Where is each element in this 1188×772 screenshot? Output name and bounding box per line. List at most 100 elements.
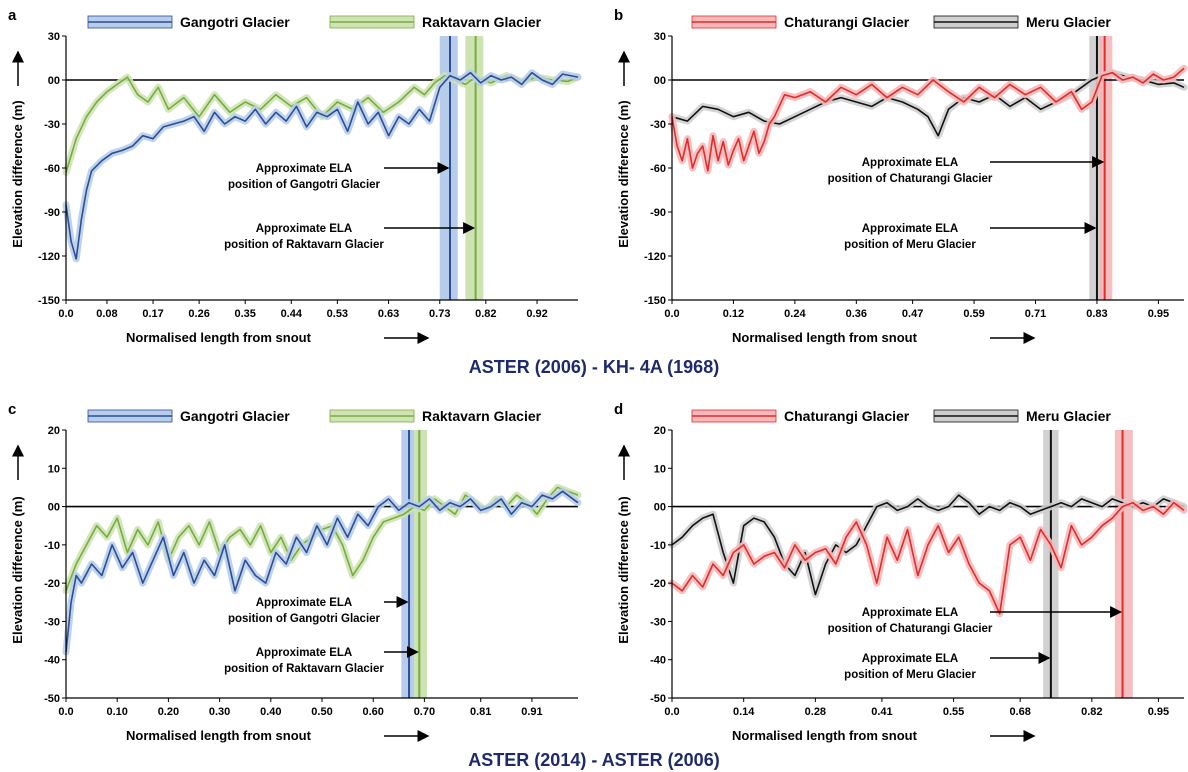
- x-tick-label: 0.73: [429, 308, 450, 320]
- x-tick-label: 0.53: [327, 308, 348, 320]
- y-tick-label: 30: [48, 31, 60, 43]
- legend-label: Gangotri Glacier: [180, 14, 290, 30]
- y-tick-label: -60: [650, 163, 666, 175]
- ela-band: [1099, 36, 1113, 300]
- annotation-line: position of Raktavarn Glacier: [224, 239, 384, 251]
- x-tick-label: 0.12: [723, 308, 744, 320]
- x-tick-label: 0.60: [362, 706, 383, 718]
- x-tick-label: 0.55: [943, 706, 964, 718]
- annotation-line: Approximate ELA: [256, 223, 353, 235]
- x-tick-label: 0.91: [521, 706, 542, 718]
- x-tick-label: 0.10: [106, 706, 127, 718]
- series-line: [65, 490, 579, 653]
- y-axis-label: Elevation difference (m): [10, 496, 25, 643]
- y-tick-label: 00: [654, 75, 666, 87]
- y-tick-label: -50: [44, 693, 60, 705]
- x-tick-label: 0.40: [260, 706, 281, 718]
- x-tick-label: 0.0: [58, 706, 73, 718]
- y-tick-label: -90: [650, 207, 666, 219]
- ela-band: [414, 430, 427, 698]
- y-tick-label: -50: [650, 693, 666, 705]
- x-tick-label: 0.95: [1148, 706, 1169, 718]
- x-tick-label: 0.59: [963, 308, 984, 320]
- x-axis-label: Normalised length from snout: [732, 728, 918, 743]
- caption-bottom: ASTER (2014) - ASTER (2006): [468, 750, 719, 770]
- x-tick-label: 0.50: [311, 706, 332, 718]
- legend-label: Chaturangi Glacier: [784, 14, 910, 30]
- annotation-line: position of Chaturangi Glacier: [828, 173, 993, 185]
- x-tick-label: 0.17: [142, 308, 163, 320]
- annotation-line: Approximate ELA: [256, 597, 353, 609]
- x-tick-label: 0.28: [805, 706, 826, 718]
- y-tick-label: -150: [38, 295, 60, 307]
- x-tick-label: 0.30: [209, 706, 230, 718]
- y-tick-label: -10: [44, 540, 60, 552]
- x-tick-label: 0.47: [902, 308, 923, 320]
- series-uncertainty-band: [62, 487, 582, 656]
- y-tick-label: -20: [44, 578, 60, 590]
- annotation-line: Approximate ELA: [862, 653, 959, 665]
- x-tick-label: 0.71: [1025, 308, 1046, 320]
- x-axis-label: Normalised length from snout: [126, 728, 312, 743]
- legend-label: Chaturangi Glacier: [784, 408, 910, 424]
- y-tick-label: 00: [48, 502, 60, 514]
- y-tick-label: -30: [44, 119, 60, 131]
- x-tick-label: 0.0: [58, 308, 73, 320]
- legend-label: Meru Glacier: [1026, 14, 1111, 30]
- annotation-line: Approximate ELA: [862, 157, 959, 169]
- x-tick-label: 0.68: [1009, 706, 1030, 718]
- x-tick-label: 0.95: [1148, 308, 1169, 320]
- x-tick-label: 0.14: [733, 706, 755, 718]
- x-tick-label: 0.0: [664, 308, 679, 320]
- x-tick-label: 0.24: [784, 308, 806, 320]
- y-tick-label: 10: [654, 463, 666, 475]
- x-tick-label: 0.83: [1086, 308, 1107, 320]
- y-tick-label: 10: [48, 463, 60, 475]
- annotation-line: Approximate ELA: [256, 647, 353, 659]
- y-tick-label: 00: [654, 502, 666, 514]
- y-tick-label: 30: [654, 31, 666, 43]
- panel-d: d 20 10 00 -10 -20 -30 -40 -500.0 0.14 0.28 0.41 0.5…: [614, 401, 1188, 743]
- caption-top: ASTER (2006) - KH- 4A (1968): [469, 357, 719, 377]
- y-tick-label: -150: [644, 295, 666, 307]
- y-tick-label: -30: [44, 616, 60, 628]
- x-tick-label: 0.35: [234, 308, 255, 320]
- x-tick-label: 0.0: [664, 706, 679, 718]
- annotation-line: position of Raktavarn Glacier: [224, 663, 384, 675]
- x-tick-label: 0.41: [871, 706, 892, 718]
- x-tick-label: 0.92: [526, 308, 547, 320]
- y-axis-label: Elevation difference (m): [616, 496, 631, 643]
- x-tick-label: 0.81: [470, 706, 491, 718]
- annotation-line: Approximate ELA: [862, 607, 959, 619]
- series-line: [65, 71, 579, 260]
- y-tick-label: 20: [48, 425, 60, 437]
- panel-letter: d: [614, 401, 623, 418]
- y-tick-label: -20: [650, 578, 666, 590]
- legend-label: Raktavarn Glacier: [422, 14, 542, 30]
- ela-band: [401, 430, 415, 698]
- x-axis-label: Normalised length from snout: [732, 330, 918, 345]
- annotation-line: position of Chaturangi Glacier: [828, 623, 993, 635]
- series-line: [65, 74, 579, 173]
- legend-label: Gangotri Glacier: [180, 408, 290, 424]
- x-tick-label: 0.44: [281, 308, 303, 320]
- y-tick-label: -10: [650, 540, 666, 552]
- y-tick-label: 00: [48, 75, 60, 87]
- x-tick-label: 0.26: [188, 308, 209, 320]
- panel-letter: a: [8, 7, 17, 24]
- y-tick-label: 20: [654, 425, 666, 437]
- y-tick-label: -60: [44, 163, 60, 175]
- series-line: [671, 67, 1185, 172]
- x-tick-label: 0.36: [846, 308, 867, 320]
- annotation-line: Approximate ELA: [256, 163, 353, 175]
- y-tick-label: -30: [650, 616, 666, 628]
- y-axis-label: Elevation difference (m): [10, 100, 25, 247]
- panel-letter: c: [8, 401, 16, 418]
- x-tick-label: 0.20: [158, 706, 179, 718]
- x-axis-label: Normalised length from snout: [126, 330, 312, 345]
- ela-band: [1114, 430, 1133, 698]
- legend-label: Meru Glacier: [1026, 408, 1111, 424]
